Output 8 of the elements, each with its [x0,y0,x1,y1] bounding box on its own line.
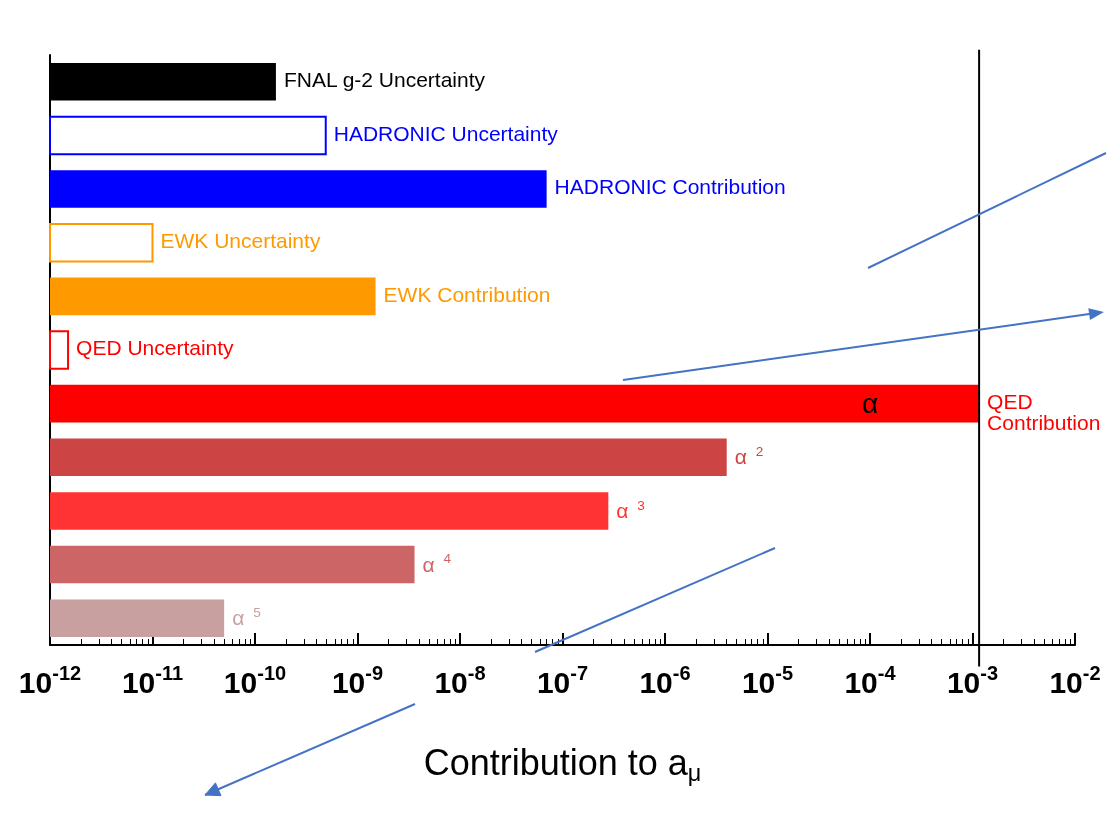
y-tick-label: HADRONIC Contribution [554,175,786,199]
y-tick-label: FNAL g-2 Uncertainty [283,68,486,92]
y-tick-label: EWK Uncertainty [160,228,321,252]
y-tick-label: EWK Contribution [383,282,551,306]
annotation: α [861,388,879,420]
y-tick-label: QED Contribution [987,389,1101,434]
y-tick-label: QED Uncertainty [76,336,235,360]
y-tick-label: HADRONIC Uncertainty [333,121,559,145]
